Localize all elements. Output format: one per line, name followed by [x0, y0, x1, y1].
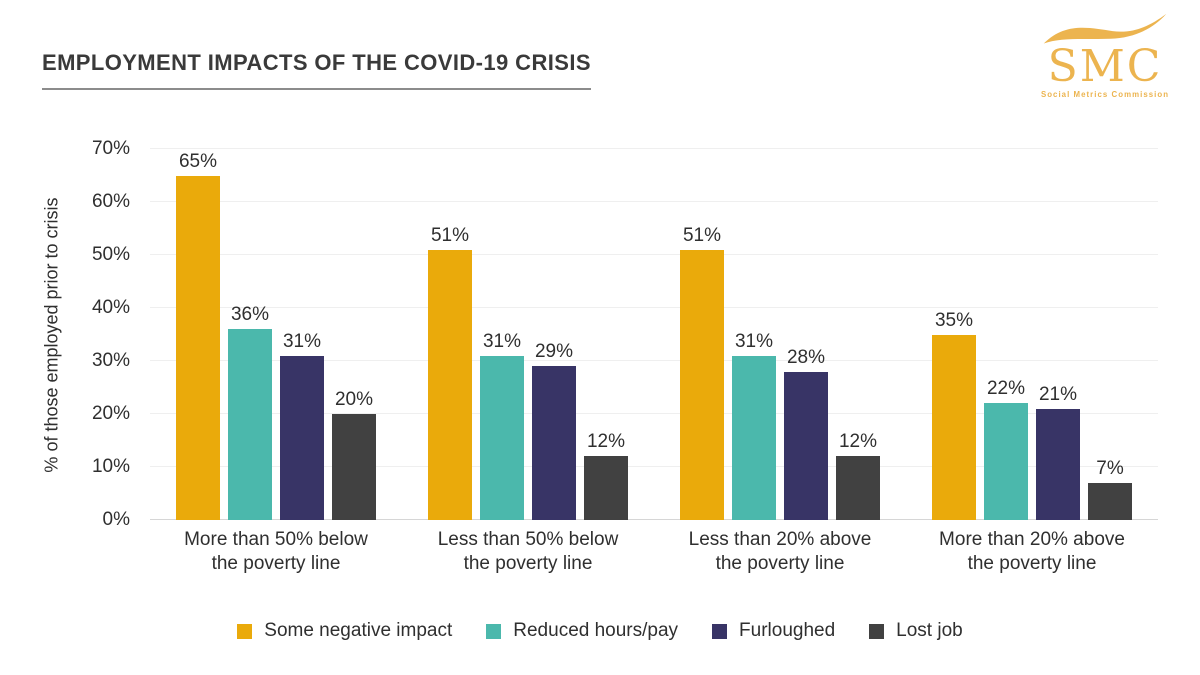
bar-value-label: 35%: [934, 309, 974, 331]
bar: [228, 329, 272, 520]
bar-wrap: 22%: [984, 149, 1028, 520]
bar: [932, 334, 976, 520]
bar-value-label: 65%: [178, 150, 218, 172]
gridline-20: [150, 413, 1158, 414]
legend-swatch-icon: [486, 623, 502, 639]
bar: [680, 249, 724, 520]
bar-value-label: 31%: [734, 330, 774, 352]
y-tick-40: 40%: [91, 297, 130, 318]
bar-value-label: 28%: [786, 346, 826, 368]
bar-wrap: 31%: [480, 149, 524, 520]
legend-swatch-icon: [237, 623, 253, 639]
bar: [836, 456, 880, 520]
legend-swatch-icon: [869, 623, 885, 639]
logo-swoosh-icon: [1043, 13, 1167, 44]
bar-group-2: 51% 31% 29% 12%: [402, 149, 654, 520]
bar-wrap: 51%: [680, 149, 724, 520]
legend-label: Some negative impact: [264, 620, 453, 641]
bar: [1036, 408, 1080, 520]
smc-logo: SMC Social Metrics Commission: [1038, 8, 1172, 104]
bar-groups: 65% 36% 31% 20% 51% 31% 29% 12% 51% 31% 28% 12% 35% 2…: [150, 149, 1158, 520]
logo-subtext: Social Metrics Commission: [1041, 90, 1169, 99]
title-block: EMPLOYMENT IMPACTS OF THE COVID-19 CRISI…: [42, 50, 591, 90]
bar-wrap: 51%: [428, 149, 472, 520]
bar: [784, 371, 828, 520]
bar-wrap: 31%: [280, 149, 324, 520]
gridline-0: [150, 519, 1158, 520]
gridline-10: [150, 466, 1158, 467]
y-tick-10: 10%: [91, 456, 130, 477]
y-tick-50: 50%: [91, 244, 130, 265]
x-axis-labels: More than 50% below the poverty line Less…: [150, 528, 1158, 576]
bar: [176, 175, 220, 520]
bar-wrap: 21%: [1036, 149, 1080, 520]
bar-value-label: 21%: [1038, 383, 1078, 405]
bar-group-4: 35% 22% 21% 7%: [906, 149, 1158, 520]
bar: [732, 355, 776, 520]
bar-value-label: 20%: [334, 389, 374, 410]
page-title: EMPLOYMENT IMPACTS OF THE COVID-19 CRISI…: [42, 50, 591, 90]
gridline-40: [150, 307, 1158, 308]
bar-value-label: 12%: [586, 431, 626, 453]
bar-value-label: 22%: [986, 378, 1026, 400]
x-axis-label-4: More than 20% above the poverty line: [939, 529, 1125, 574]
y-tick-0: 0%: [102, 509, 130, 530]
x-axis-label-1: More than 50% below the poverty line: [184, 529, 368, 574]
x-axis-label-3: Less than 20% above the poverty line: [688, 529, 872, 574]
legend-label: Reduced hours/pay: [513, 620, 679, 641]
legend-label: Furloughed: [739, 620, 836, 641]
bar-value-label: 29%: [534, 341, 574, 363]
bar-wrap: 31%: [732, 149, 776, 520]
logo-text: SMC: [1048, 41, 1163, 92]
bar-value-label: 51%: [682, 224, 722, 246]
bar: [480, 355, 524, 520]
bar: [984, 403, 1028, 520]
legend-item: Furloughed: [712, 620, 835, 642]
plot-area: 65% 36% 31% 20% 51% 31% 29% 12% 51% 31% 28% 12% 35% 2…: [150, 148, 1158, 520]
bar: [332, 414, 376, 520]
bar: [532, 366, 576, 520]
x-axis-label-2: Less than 50% below the poverty line: [437, 529, 619, 574]
smc-logo-graphic: SMC Social Metrics Commission: [1041, 13, 1169, 99]
y-tick-60: 60%: [91, 191, 130, 212]
bar-value-label: 31%: [482, 330, 522, 352]
bar-wrap: 7%: [1088, 149, 1132, 520]
bar-wrap: 28%: [784, 149, 828, 520]
bar-wrap: 12%: [584, 149, 628, 520]
bar-value-label: 31%: [282, 330, 322, 352]
gridline-30: [150, 360, 1158, 361]
legend-label: Lost job: [896, 620, 963, 641]
y-tick-20: 20%: [91, 403, 130, 424]
legend: Some negative impact Reduced hours/pay Fur…: [0, 620, 1200, 642]
gridline-70: [150, 148, 1158, 149]
bar-value-label: 12%: [838, 431, 878, 453]
bar-wrap: 29%: [532, 149, 576, 520]
bar-group-1: 65% 36% 31% 20%: [150, 149, 402, 520]
bar-wrap: 35%: [932, 149, 976, 520]
bar-wrap: 12%: [836, 149, 880, 520]
y-tick-30: 30%: [91, 350, 130, 371]
bar-value-label: 7%: [1096, 457, 1124, 479]
bar: [1088, 482, 1132, 520]
bar: [584, 456, 628, 520]
bar-value-label: 51%: [430, 224, 470, 246]
bar-value-label: 36%: [230, 304, 270, 326]
bar-group-3: 51% 31% 28% 12%: [654, 149, 906, 520]
y-axis-ticks: 0% 10% 20% 30% 40% 50% 60% 70%: [0, 138, 140, 530]
y-tick-70: 70%: [91, 138, 130, 159]
legend-item: Some negative impact: [237, 620, 452, 642]
legend-item: Lost job: [869, 620, 963, 642]
gridline-50: [150, 254, 1158, 255]
bar: [280, 355, 324, 520]
gridline-60: [150, 201, 1158, 202]
bar-wrap: 36%: [228, 149, 272, 520]
bar: [428, 249, 472, 520]
legend-item: Reduced hours/pay: [486, 620, 678, 642]
bar-wrap: 20%: [332, 149, 376, 520]
bar-wrap: 65%: [176, 149, 220, 520]
legend-swatch-icon: [712, 623, 728, 639]
